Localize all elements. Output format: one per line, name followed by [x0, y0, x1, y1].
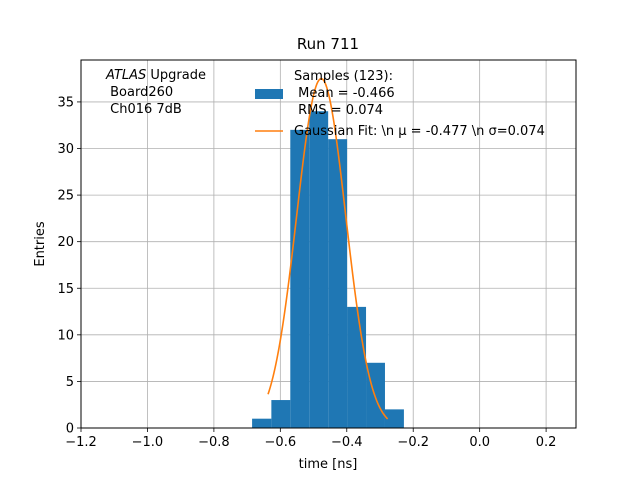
legend: Samples (123): Mean = -0.466 RMS = 0.074…	[255, 69, 545, 139]
histogram-bar	[290, 129, 310, 428]
x-tick-label: −0.4	[331, 435, 363, 450]
atlas-annotation: ATLAS Upgrade Board260 Ch016 7dB	[105, 68, 206, 117]
y-tick-label: 30	[57, 142, 74, 157]
x-axis-ticks: −1.2 −1.0 −0.8 −0.6 −0.4 −0.2 0.0 0.2	[65, 428, 556, 450]
y-tick-label: 20	[57, 235, 74, 250]
y-axis-label: Entries	[33, 221, 48, 267]
annotation-upgrade: Upgrade	[146, 68, 206, 83]
annotation-line-2: Board260	[106, 85, 173, 100]
y-tick-label: 25	[57, 189, 74, 204]
legend-hist-line-2: Mean = -0.466	[294, 86, 395, 101]
annotation-line-1: ATLAS Upgrade	[105, 68, 206, 83]
y-tick-label: 5	[66, 375, 74, 390]
histogram-bar	[347, 306, 367, 428]
y-tick-label: 15	[57, 282, 74, 297]
y-axis-ticks: 0 5 10 15 20 25 30 35	[57, 95, 81, 437]
histogram-bars	[252, 111, 404, 428]
gaussian-fit-curve	[267, 77, 389, 420]
legend-hist-swatch	[255, 89, 283, 99]
x-axis-label: time [ns]	[299, 457, 358, 472]
legend-fit-label: Gaussian Fit: \n μ = -0.477 \n σ=0.074	[294, 124, 545, 139]
x-tick-label: −0.2	[397, 435, 429, 450]
x-tick-label: 0.0	[469, 435, 490, 450]
annotation-line-3: Ch016 7dB	[106, 102, 182, 117]
y-tick-label: 10	[57, 328, 74, 343]
x-tick-label: −0.8	[198, 435, 230, 450]
gaussian-fit	[267, 77, 389, 420]
chart-title: Run 711	[297, 35, 359, 53]
x-tick-label: −1.2	[65, 435, 97, 450]
histogram-bar	[328, 139, 348, 428]
legend-hist-line-1: Samples (123):	[294, 69, 393, 84]
histogram-bar	[271, 400, 291, 428]
plot-frame	[80, 59, 577, 429]
x-tick-label: −0.6	[265, 435, 297, 450]
annotation-atlas: ATLAS	[105, 68, 146, 83]
histogram-bar	[252, 418, 272, 428]
y-tick-label: 0	[66, 422, 74, 437]
legend-hist-line-3: RMS = 0.074	[294, 103, 383, 118]
histogram-bar	[309, 111, 329, 428]
y-tick-label: 35	[57, 95, 74, 110]
histogram-bar	[384, 409, 404, 428]
x-tick-label: −1.0	[132, 435, 164, 450]
x-tick-label: 0.2	[536, 435, 557, 450]
